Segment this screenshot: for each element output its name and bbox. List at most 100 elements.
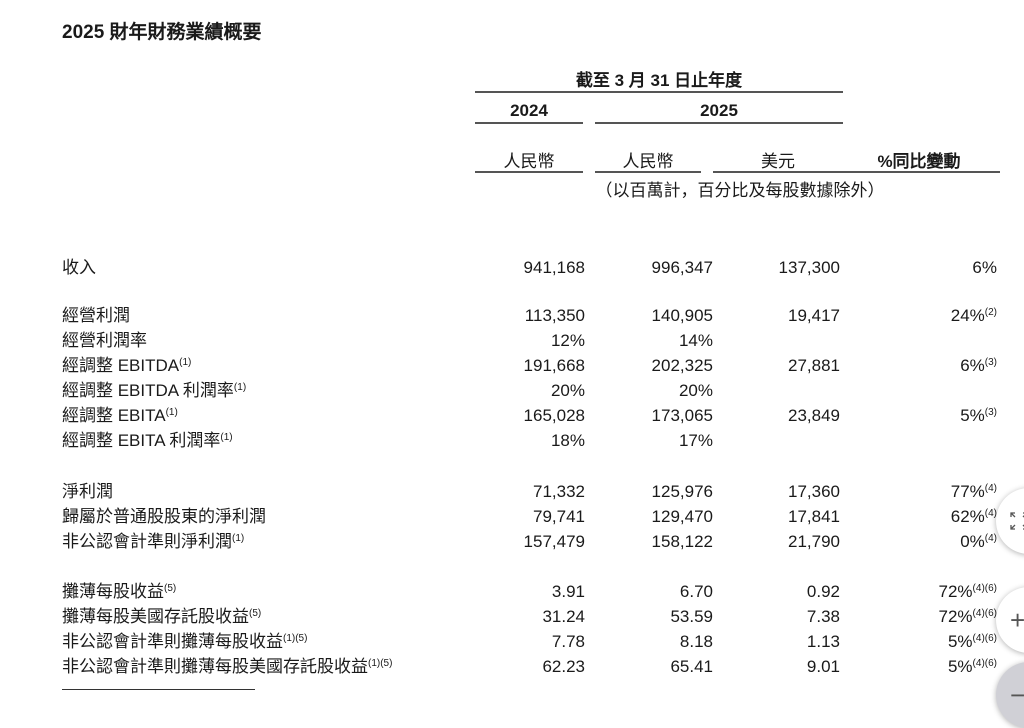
table-row: 經營利潤率 12% 14%: [0, 328, 1024, 353]
value-2024-rmb: 191,668: [524, 353, 585, 378]
value-2025-rmb: 6.70: [680, 579, 713, 604]
cell-value: 140,905: [651, 306, 713, 325]
value-2025-rmb: 53.59: [670, 604, 713, 629]
cell-value: 14%: [678, 331, 713, 350]
row-label-text: 經調整 EBITA 利潤率: [62, 431, 221, 450]
cell-value: 6%: [972, 258, 997, 277]
yoy-change-header: %同比變動: [877, 152, 961, 171]
cell-value: 19,417: [788, 306, 840, 325]
cell-value: 5%: [960, 406, 985, 425]
value-2024-rmb: 18%: [551, 428, 585, 453]
cell-value: 5%: [947, 657, 973, 676]
footnote-ref: (1)(5): [368, 658, 393, 669]
footnote-ref: (1): [220, 432, 233, 443]
cell-value: 7.78: [551, 632, 585, 651]
row-label: 經調整 EBITDA 利潤率(1): [62, 378, 246, 403]
cell-value: 0.92: [806, 582, 840, 601]
row-label: 經調整 EBITA(1): [62, 403, 178, 428]
value-yoy-change: 6%: [972, 255, 997, 280]
value-2025-usd: 19,417: [788, 303, 840, 328]
value-yoy-change: 72%(4)(6): [939, 604, 997, 629]
cell-value: 129,470: [651, 507, 713, 526]
table-row: 攤薄每股美國存託股收益(5) 31.24 53.59 7.38 72%(4)(6): [0, 604, 1024, 629]
divider: [475, 91, 843, 93]
page-title: 2025 財年財務業績概要: [62, 22, 262, 43]
divider: [595, 171, 701, 173]
value-2025-usd: 17,360: [788, 479, 840, 504]
divider: [595, 122, 843, 124]
value-yoy-change: 5%(3): [960, 403, 997, 428]
cell-value: 173,065: [651, 406, 713, 425]
footnote-ref: (4)(6): [972, 608, 997, 619]
table-row: 經營利潤 113,350 140,905 19,417 24%(2): [0, 303, 1024, 328]
value-2025-usd: 17,841: [788, 504, 840, 529]
divider: [475, 171, 583, 173]
value-2025-usd: 9.01: [807, 654, 840, 679]
value-2025-usd: 1.13: [807, 629, 840, 654]
row-label: 淨利潤: [62, 479, 113, 504]
value-2025-rmb: 996,347: [652, 255, 713, 280]
row-label-text: 非公認會計準則攤薄每股收益: [62, 632, 283, 651]
cell-value: 24%: [950, 306, 985, 325]
value-yoy-change: 24%(2): [951, 303, 997, 328]
value-2024-rmb: 165,028: [524, 403, 585, 428]
cell-value: 1.13: [806, 632, 840, 651]
footnote-divider: [62, 689, 255, 690]
footnote-ref: (4)(6): [972, 583, 997, 594]
cell-value: 202,325: [651, 356, 713, 375]
table-row: 攤薄每股收益(5) 3.91 6.70 0.92 72%(4)(6): [0, 579, 1024, 604]
divider: [475, 122, 583, 124]
cell-value: 20%: [678, 381, 713, 400]
cell-value: 9.01: [806, 657, 840, 676]
table-row: 經調整 EBITDA 利潤率(1) 20% 20%: [0, 378, 1024, 403]
cell-value: 165,028: [523, 406, 585, 425]
cell-value: 6%: [960, 356, 985, 375]
row-label-text: 淨利潤: [62, 482, 113, 501]
table-row: 經調整 EBITDA(1) 191,668 202,325 27,881 6%(3): [0, 353, 1024, 378]
cell-value: 72%: [938, 607, 973, 626]
row-label-text: 經營利潤: [62, 306, 130, 325]
row-label: 攤薄每股美國存託股收益(5): [62, 604, 261, 629]
value-2024-rmb: 113,350: [525, 303, 585, 328]
row-label-text: 攤薄每股美國存託股收益: [62, 607, 249, 626]
currency-header-2025-rmb: 人民幣: [622, 152, 674, 171]
cell-value: 8.18: [679, 632, 713, 651]
value-2025-rmb: 140,905: [652, 303, 713, 328]
cell-value: 31.24: [542, 607, 585, 626]
cell-value: 21,790: [788, 532, 840, 551]
footnote-ref: (1): [232, 533, 245, 544]
row-label-text: 經調整 EBITDA 利潤率: [62, 381, 234, 400]
footnote-ref: (4): [984, 483, 997, 494]
cell-value: 17,360: [788, 482, 840, 501]
value-2024-rmb: 941,168: [524, 255, 585, 280]
value-2024-rmb: 20%: [551, 378, 585, 403]
value-2025-usd: 7.38: [807, 604, 840, 629]
footnote-ref: (5): [249, 608, 262, 619]
row-label: 攤薄每股收益(5): [62, 579, 176, 604]
cell-value: 12%: [550, 331, 585, 350]
cell-value: 23,849: [788, 406, 840, 425]
value-2025-rmb: 202,325: [652, 353, 713, 378]
row-label: 收入: [62, 255, 96, 280]
footnote-ref: (5): [164, 583, 177, 594]
cell-value: 62%: [950, 507, 985, 526]
row-label: 經調整 EBITA 利潤率(1): [62, 428, 233, 453]
row-label-text: 經調整 EBITDA: [62, 356, 180, 375]
value-yoy-change: 72%(4)(6): [939, 579, 997, 604]
value-2025-usd: 27,881: [788, 353, 840, 378]
row-label: 經調整 EBITDA(1): [62, 353, 191, 378]
footnote-ref: (1): [233, 382, 247, 393]
cell-value: 17%: [678, 431, 713, 450]
row-label-text: 經調整 EBITA: [62, 406, 166, 425]
year-2024-header: 2024: [510, 101, 548, 120]
cell-value: 158,122: [651, 532, 713, 551]
value-2025-rmb: 173,065: [652, 403, 713, 428]
footnote-ref: (4)(6): [972, 633, 997, 644]
cell-value: 53.59: [670, 607, 713, 626]
cell-value: 62.23: [542, 657, 585, 676]
table-row: 經調整 EBITA(1) 165,028 173,065 23,849 5%(3): [0, 403, 1024, 428]
value-2025-usd: 137,300: [779, 255, 840, 280]
value-2025-rmb: 17%: [679, 428, 713, 453]
value-2025-rmb: 65.41: [670, 654, 713, 679]
cell-value: 5%: [947, 632, 973, 651]
